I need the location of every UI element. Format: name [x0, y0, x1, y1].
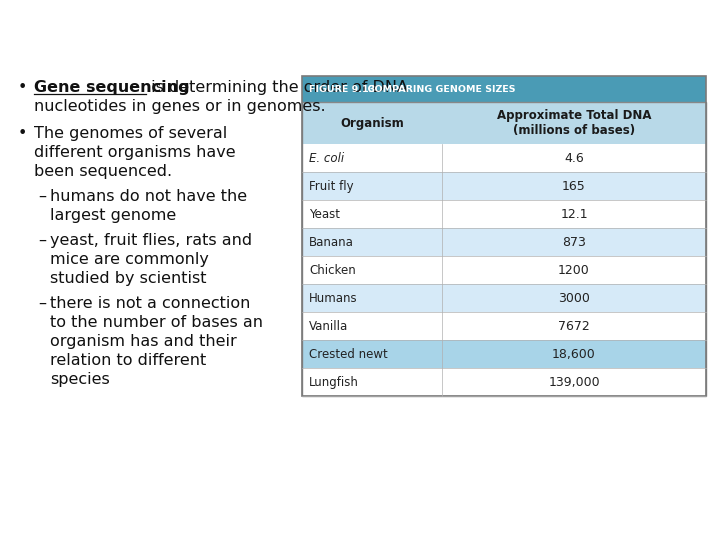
Text: different organisms have: different organisms have: [34, 145, 235, 160]
Bar: [302, 76, 706, 396]
Text: 3000: 3000: [558, 292, 590, 305]
Text: Lungfish: Lungfish: [309, 376, 359, 389]
Text: 165: 165: [562, 180, 586, 193]
Text: Yeast: Yeast: [309, 207, 340, 221]
Text: Vanilla: Vanilla: [309, 320, 348, 333]
Text: species: species: [50, 372, 109, 387]
Text: Chicken: Chicken: [309, 264, 356, 276]
Bar: [302, 144, 706, 172]
Text: 139,000: 139,000: [548, 376, 600, 389]
Text: 873: 873: [562, 235, 586, 248]
Bar: [302, 256, 706, 284]
Text: been sequenced.: been sequenced.: [34, 164, 172, 179]
Text: mice are commonly: mice are commonly: [50, 252, 209, 267]
Text: 1200: 1200: [558, 264, 590, 276]
Text: there is not a connection: there is not a connection: [50, 296, 251, 311]
Text: organism has and their: organism has and their: [50, 334, 237, 349]
Bar: [302, 368, 706, 396]
Text: humans do not have the: humans do not have the: [50, 189, 247, 204]
Bar: [302, 200, 706, 228]
Text: 7672: 7672: [558, 320, 590, 333]
Bar: [302, 340, 706, 368]
Text: •: •: [18, 80, 27, 95]
Text: yeast, fruit flies, rats and: yeast, fruit flies, rats and: [50, 233, 252, 248]
Bar: [302, 284, 706, 312]
Text: Fruit fly: Fruit fly: [309, 180, 354, 193]
Text: largest genome: largest genome: [50, 208, 176, 223]
Text: studied by scientist: studied by scientist: [50, 271, 207, 286]
Text: E. coli: E. coli: [309, 152, 344, 165]
Text: –: –: [38, 233, 46, 248]
Text: Crested newt: Crested newt: [309, 348, 388, 361]
Text: –: –: [38, 296, 46, 311]
Bar: [302, 102, 706, 144]
Bar: [302, 172, 706, 200]
Text: COMPARING GENOME SIZES: COMPARING GENOME SIZES: [361, 85, 516, 93]
Text: Approximate Total DNA
(millions of bases): Approximate Total DNA (millions of bases…: [497, 109, 652, 137]
Text: is determining the order of DNA: is determining the order of DNA: [146, 80, 408, 95]
Text: Banana: Banana: [309, 235, 354, 248]
Bar: [302, 102, 706, 396]
Text: 9.5 Genomics and Bioinformatics: 9.5 Genomics and Bioinformatics: [11, 21, 450, 44]
Text: 12.1: 12.1: [560, 207, 588, 221]
Bar: [302, 312, 706, 340]
Text: The genomes of several: The genomes of several: [34, 126, 228, 141]
Text: 4.6: 4.6: [564, 152, 584, 165]
Text: Gene sequencing: Gene sequencing: [34, 80, 189, 95]
Text: –: –: [38, 189, 46, 204]
Text: Organism: Organism: [340, 117, 404, 130]
Text: FIGURE 9.13: FIGURE 9.13: [309, 85, 375, 93]
Text: to the number of bases an: to the number of bases an: [50, 315, 263, 330]
Text: Humans: Humans: [309, 292, 358, 305]
Bar: [302, 76, 706, 102]
Text: relation to different: relation to different: [50, 353, 206, 368]
Text: •: •: [18, 126, 27, 141]
Text: 18,600: 18,600: [552, 348, 596, 361]
Bar: [302, 228, 706, 256]
Text: nucleotides in genes or in genomes.: nucleotides in genes or in genomes.: [34, 99, 325, 114]
